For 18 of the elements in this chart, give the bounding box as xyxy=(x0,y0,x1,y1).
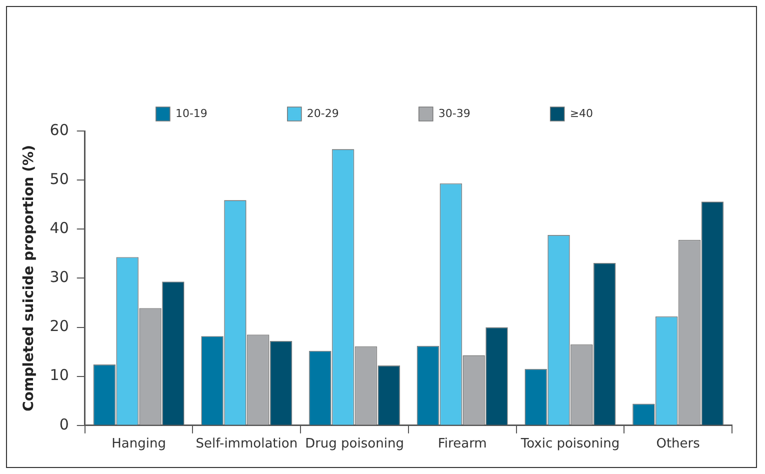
x-tick-label: Self-immolation xyxy=(196,436,298,452)
y-axis-title: Completed suicide proportion (%) xyxy=(21,145,38,412)
x-tick-label: Hanging xyxy=(112,436,166,452)
x-tick-label: Firearm xyxy=(438,436,487,452)
y-tick-label: 30 xyxy=(50,268,69,286)
legend-label: 30-39 xyxy=(438,106,470,120)
y-tick-label: 0 xyxy=(59,415,69,434)
y-tick-label: 50 xyxy=(50,170,69,188)
y-tick-label: 20 xyxy=(50,317,69,336)
x-tick-label: Toxic poisoning xyxy=(520,436,620,452)
x-tick-label: Others xyxy=(656,436,700,452)
y-tick-label: 60 xyxy=(50,120,69,139)
legend-label: ≥40 xyxy=(570,106,594,120)
y-tick-label: 40 xyxy=(50,219,69,238)
x-tick-label: Drug poisoning xyxy=(305,436,404,452)
y-tick-label: 10 xyxy=(50,366,69,384)
legend-label: 20-29 xyxy=(306,106,339,120)
legend-label: 10-19 xyxy=(175,106,208,120)
